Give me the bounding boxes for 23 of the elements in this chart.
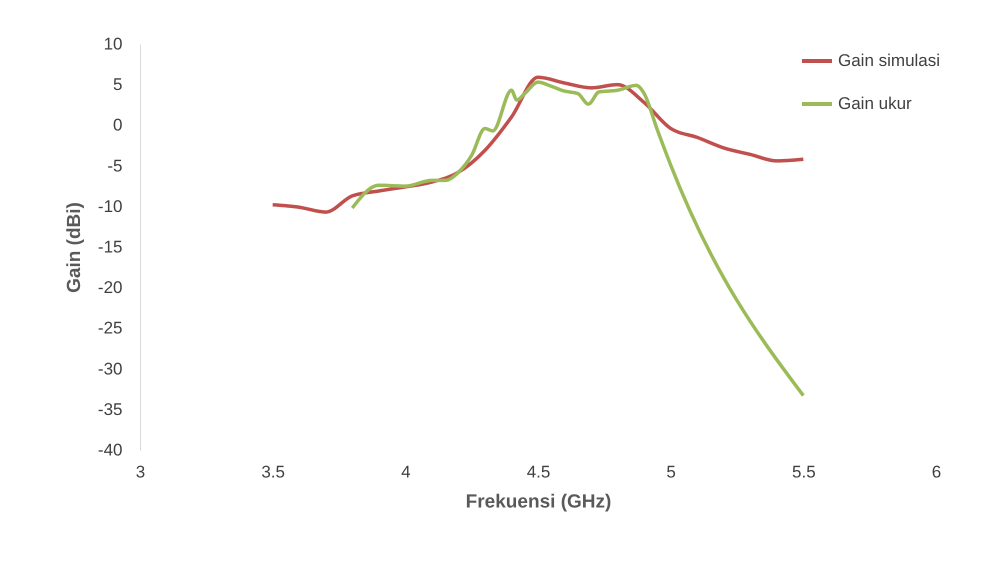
- y-tick-label: 10: [104, 34, 122, 54]
- y-tick-label: -35: [98, 400, 122, 419]
- y-tick-label: -5: [107, 156, 122, 176]
- y-tick-label: -30: [98, 359, 122, 378]
- y-axis-title: Gain (dBi): [64, 202, 85, 293]
- y-tick-label: -40: [98, 440, 122, 460]
- x-tick-label: 4.5: [526, 462, 550, 482]
- y-tick-label: -20: [98, 278, 122, 298]
- x-tick-label: 4: [401, 462, 411, 482]
- y-tick-label: 5: [113, 75, 122, 94]
- x-tick-label: 6: [932, 462, 942, 482]
- line-series: [350, 80, 806, 398]
- legend-label: Gain simulasi: [838, 51, 940, 70]
- x-tick-label: 5: [666, 462, 676, 482]
- y-tick-label: -10: [98, 196, 122, 216]
- y-tick-label: -25: [98, 318, 122, 338]
- x-tick-label: 3.5: [261, 462, 285, 482]
- legend-label: Gain ukur: [838, 94, 912, 113]
- y-tick-label: 0: [113, 116, 122, 135]
- y-tick-label: -15: [98, 238, 122, 256]
- x-tick-label: 5.5: [792, 462, 816, 482]
- x-axis-title: Frekuensi (GHz): [466, 492, 612, 512]
- x-tick-label: 3: [136, 462, 146, 482]
